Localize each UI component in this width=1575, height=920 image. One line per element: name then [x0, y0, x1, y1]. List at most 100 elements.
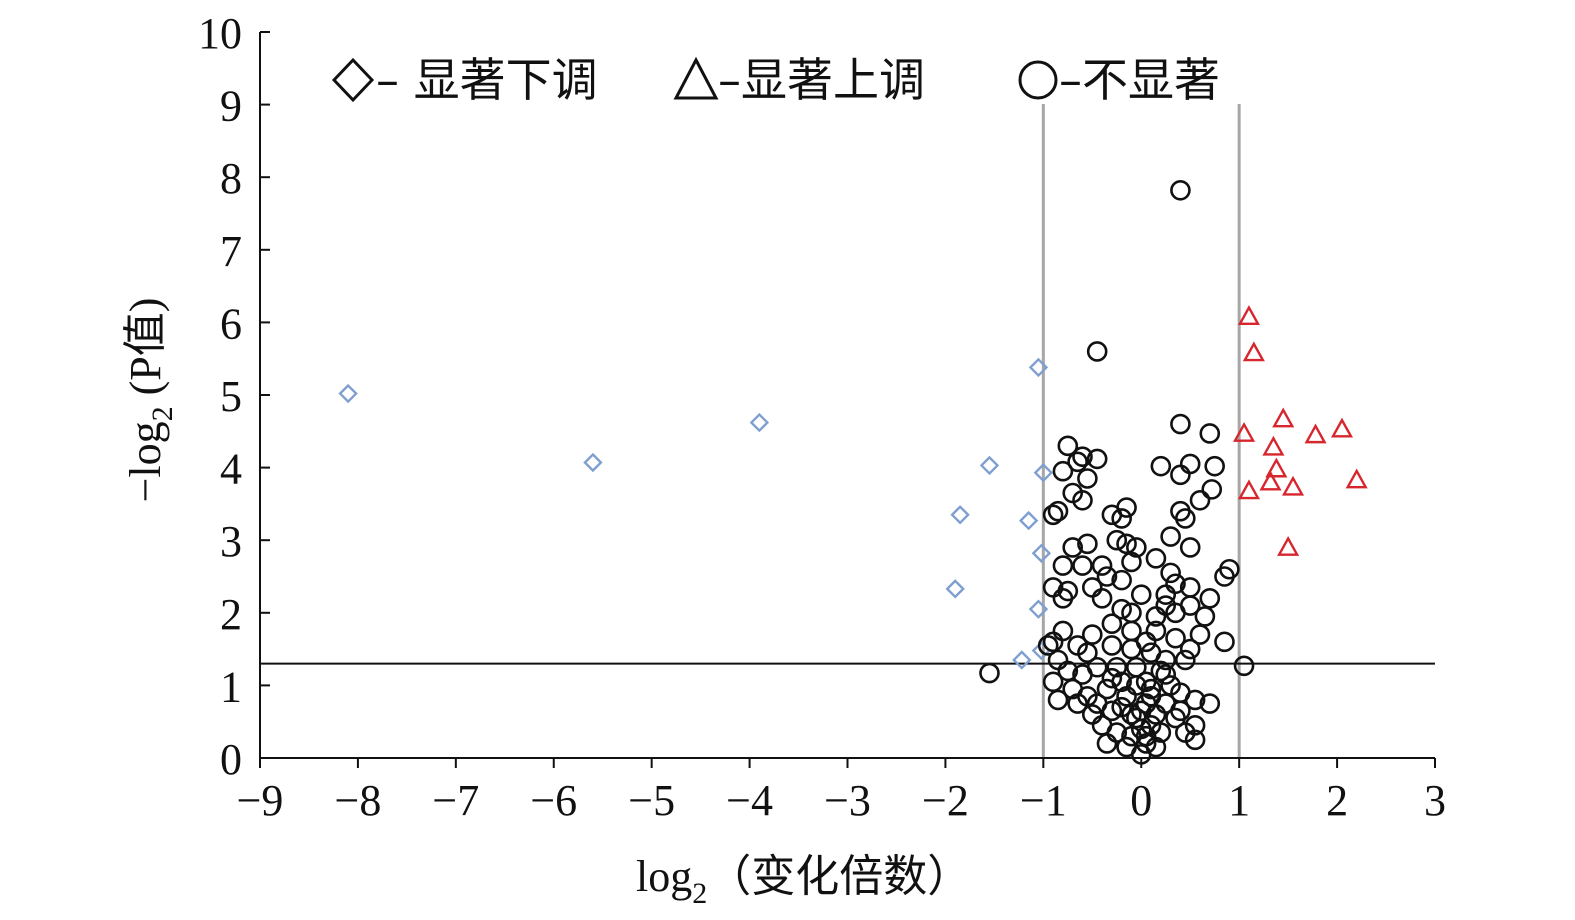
point-upregulated [1262, 435, 1285, 456]
point-not-significant [1189, 624, 1211, 645]
point-upregulated [1277, 535, 1300, 556]
y-axis-title: −log2 (P值) [121, 298, 179, 503]
point-not-significant [1155, 649, 1177, 671]
point-downregulated [1012, 650, 1032, 670]
point-not-significant [1179, 577, 1201, 598]
y-axis-ticks: 0 1 2 3 4 5 6 7 8 9 10 [198, 9, 270, 784]
point-downregulated [1033, 462, 1054, 483]
legend-entry-not-significant: –不显著 [1018, 53, 1220, 107]
point-not-significant [1106, 656, 1128, 678]
point-upregulated [1304, 423, 1327, 444]
point-downregulated [338, 383, 358, 404]
point-not-significant [1199, 423, 1221, 444]
point-not-significant [1160, 526, 1181, 547]
point-not-significant [1150, 455, 1172, 477]
point-not-significant [1052, 460, 1074, 482]
x-axis-title-rest: （变化倍数） [707, 852, 971, 901]
point-not-significant [1086, 656, 1108, 678]
point-downregulated [749, 412, 770, 433]
x-axis-ticks: −9 −8 −7 −6 −5 −4 −3 −2 −1 0 1 2 3 [237, 758, 1446, 825]
x-tick-label: −2 [922, 776, 969, 825]
point-not-significant [1121, 620, 1142, 642]
y-axis-title-main: −log [121, 421, 170, 502]
point-not-significant [1155, 664, 1177, 685]
point-not-significant [1096, 678, 1118, 700]
point-not-significant [1077, 468, 1098, 489]
point-not-significant [1126, 656, 1147, 678]
point-not-significant [1086, 693, 1108, 714]
point-not-significant [1111, 696, 1132, 718]
point-not-significant [1111, 508, 1132, 529]
x-tick-label: 3 [1424, 776, 1446, 825]
point-upregulated [1272, 407, 1295, 428]
point-not-significant [1052, 620, 1074, 642]
y-tick-label: 8 [220, 154, 242, 203]
point-not-significant [1067, 693, 1088, 714]
point-downregulated [1031, 543, 1052, 563]
point-not-significant [1086, 341, 1108, 362]
point-downregulated [979, 455, 1000, 476]
y-tick-label: 7 [220, 227, 242, 276]
point-not-significant [1130, 700, 1152, 722]
point-not-significant [1150, 660, 1172, 682]
point-not-significant [1126, 537, 1147, 558]
point-not-significant [1077, 642, 1098, 664]
point-not-significant [1145, 548, 1167, 569]
x-axis-title-main: log [636, 852, 692, 901]
point-not-significant [1199, 587, 1221, 609]
point-not-significant [1170, 413, 1191, 435]
point-not-significant [1086, 448, 1108, 470]
point-downregulated [950, 505, 970, 525]
point-not-significant [1214, 566, 1235, 587]
point-not-significant [1047, 649, 1069, 671]
point-not-significant [1096, 733, 1118, 754]
point-upregulated [1330, 417, 1354, 438]
point-not-significant [1091, 587, 1113, 609]
x-tick-label: 0 [1130, 776, 1152, 825]
legend-label-downregulated: – 显著下调 [376, 53, 598, 107]
y-axis-title-sub: 2 [146, 406, 179, 421]
y-tick-label: 9 [220, 82, 242, 131]
x-tick-label: 1 [1228, 776, 1250, 825]
point-upregulated [1259, 470, 1282, 491]
x-tick-label: −9 [237, 776, 284, 825]
y-axis-title-rest: (P值) [121, 298, 170, 407]
point-not-significant [1096, 566, 1118, 587]
point-not-significant [1072, 446, 1093, 468]
diamond-icon [331, 57, 375, 103]
point-not-significant [1145, 620, 1167, 642]
point-not-significant [1189, 489, 1211, 511]
point-upregulated [1233, 422, 1256, 442]
y-tick-label: 4 [220, 445, 242, 494]
point-not-significant [1170, 179, 1191, 201]
point-not-significant [1052, 555, 1074, 576]
point-downregulated [583, 452, 603, 473]
point-not-significant [1184, 689, 1206, 711]
triangle-icon [673, 56, 719, 100]
point-not-significant [1179, 638, 1201, 660]
point-not-significant [1062, 537, 1084, 558]
point-not-significant [1077, 533, 1098, 555]
data-points [338, 179, 1368, 765]
point-not-significant [1170, 500, 1191, 522]
point-not-significant [1047, 689, 1069, 711]
point-not-significant [1201, 479, 1223, 500]
point-not-significant [1057, 435, 1079, 457]
y-tick-label: 1 [220, 662, 242, 711]
point-downregulated [945, 579, 965, 599]
point-not-significant [1184, 729, 1206, 751]
legend: – 显著下调 –显著上调 –不显著 [331, 53, 1220, 107]
axes: −9 −8 −7 −6 −5 −4 −3 −2 −1 0 1 2 3 0 1 2 3 4 5 6 7 8 9 10 [198, 9, 1446, 825]
legend-entry-upregulated: –显著上调 [673, 53, 925, 107]
circle-icon [1018, 60, 1058, 100]
point-not-significant [1062, 482, 1084, 504]
point-downregulated [1018, 510, 1039, 531]
point-not-significant [1233, 655, 1255, 677]
point-downregulated [1028, 599, 1049, 619]
point-not-significant [1170, 464, 1191, 486]
point-not-significant [1042, 631, 1064, 653]
point-not-significant [1081, 577, 1103, 598]
x-tick-label: −3 [824, 776, 871, 825]
point-not-significant [1037, 635, 1059, 656]
